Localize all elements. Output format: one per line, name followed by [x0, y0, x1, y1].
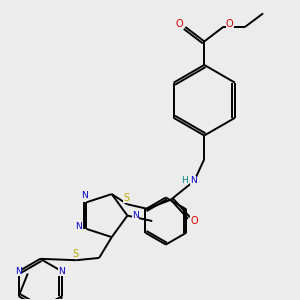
Text: N: N: [15, 267, 22, 276]
Text: O: O: [175, 19, 183, 29]
Text: O: O: [226, 19, 233, 29]
Text: S: S: [73, 249, 79, 259]
Text: O: O: [190, 217, 198, 226]
Text: N: N: [132, 211, 139, 220]
Text: S: S: [123, 193, 130, 203]
Text: H: H: [181, 176, 188, 185]
Text: N: N: [81, 191, 88, 200]
Text: N: N: [58, 267, 65, 276]
Text: N: N: [190, 176, 197, 185]
Text: N: N: [75, 222, 82, 231]
